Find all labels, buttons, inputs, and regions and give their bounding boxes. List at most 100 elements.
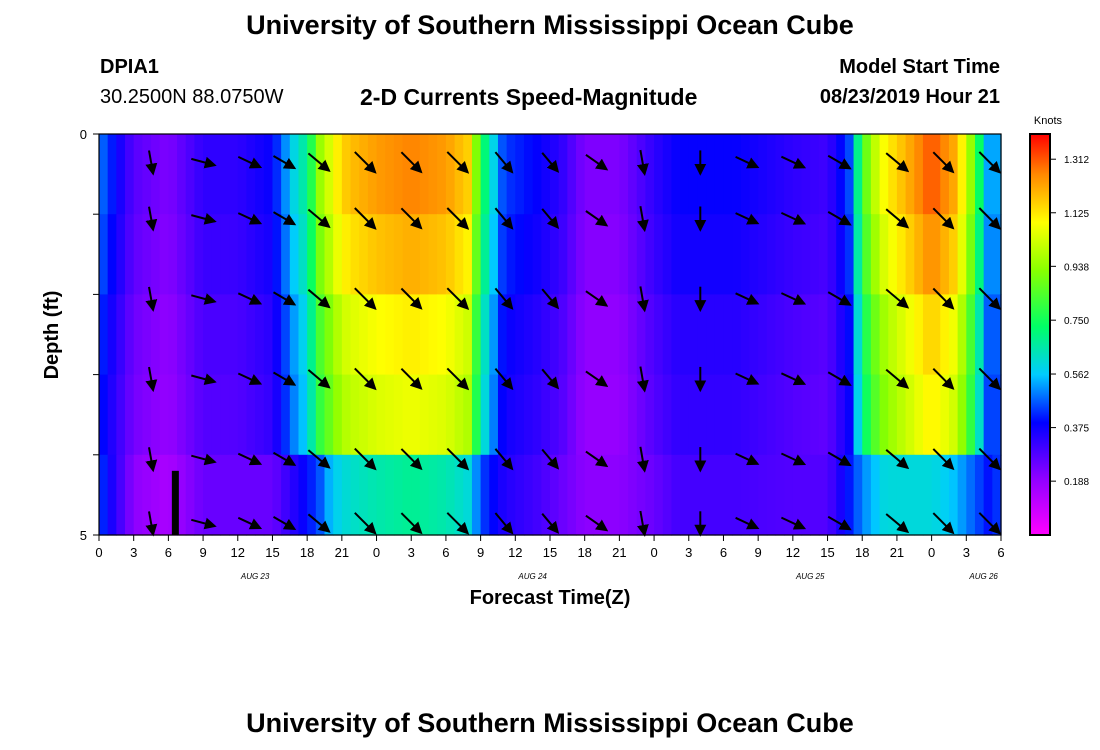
heatmap-cell xyxy=(185,134,195,215)
heatmap-cell xyxy=(385,454,395,536)
current-vector-arrow xyxy=(636,206,649,233)
heatmap-cell xyxy=(194,214,204,295)
x-tick-label: 9 xyxy=(755,545,762,560)
heatmap-cell xyxy=(480,294,490,376)
current-vector-arrow xyxy=(191,213,217,225)
heatmap-cell xyxy=(376,374,386,456)
heatmap-cell xyxy=(792,134,803,215)
heatmap-cell xyxy=(393,374,404,456)
current-vector-arrow xyxy=(780,452,807,466)
x-date-label: AUG 23 xyxy=(240,572,270,581)
heatmap-cell xyxy=(341,134,352,215)
heatmap-cell xyxy=(983,134,993,215)
heatmap-cell xyxy=(584,454,594,536)
heatmap-cell xyxy=(896,294,907,376)
heatmap-cell xyxy=(289,454,300,536)
heatmap-cell xyxy=(532,134,542,215)
current-vector-arrow xyxy=(932,151,955,174)
heatmap-cell xyxy=(784,134,794,215)
heatmap-cell xyxy=(541,214,551,295)
x-tick-label: 18 xyxy=(855,545,869,560)
current-vector-arrow xyxy=(237,212,263,225)
heatmap-cell xyxy=(437,214,447,295)
heatmap-cell xyxy=(602,294,612,376)
current-vector-arrow xyxy=(446,512,470,535)
x-tick-label: 21 xyxy=(890,545,904,560)
heatmap-cell xyxy=(489,134,499,215)
heatmap-cell xyxy=(393,134,404,215)
heatmap-cell xyxy=(844,454,855,536)
heatmap-cell xyxy=(497,134,508,215)
heatmap-cell xyxy=(957,294,967,376)
heatmap-cell xyxy=(229,454,239,536)
current-vector-arrow xyxy=(145,206,158,232)
current-vector-arrow xyxy=(585,514,609,532)
heatmap-cell xyxy=(142,214,152,295)
heatmap-cell xyxy=(844,374,855,456)
heatmap-cell xyxy=(697,454,707,536)
heatmap-cell xyxy=(749,374,759,456)
heatmap-cell xyxy=(896,214,907,295)
heatmap-cell xyxy=(983,374,993,456)
current-vector-arrow xyxy=(541,288,560,310)
heatmap-cell xyxy=(966,294,976,376)
heatmap-cell xyxy=(671,294,681,376)
current-vector-arrow xyxy=(307,449,331,469)
heatmap-cell xyxy=(454,214,464,295)
heatmap-cell xyxy=(307,214,317,295)
heatmap-cell xyxy=(523,454,534,536)
current-vector-arrow xyxy=(885,368,910,389)
heatmap-cell xyxy=(983,454,993,536)
heatmap-cell xyxy=(636,134,646,215)
heatmap-cell xyxy=(99,374,109,456)
heatmap-cell xyxy=(411,214,421,295)
heatmap-cell xyxy=(307,454,317,536)
heatmap-cell xyxy=(879,374,889,456)
heatmap-cell xyxy=(341,214,352,295)
heatmap-cell xyxy=(723,214,733,295)
heatmap-cell xyxy=(862,374,872,456)
heatmap-cell xyxy=(263,374,274,456)
heatmap-cell xyxy=(688,294,699,376)
heatmap-cell xyxy=(211,134,222,215)
current-vector-arrow xyxy=(585,290,609,307)
heatmap-cell xyxy=(593,454,603,536)
heatmap-cell xyxy=(775,374,785,456)
heatmap-cell xyxy=(497,294,508,376)
heatmap-cell xyxy=(298,134,308,215)
heatmap-cell xyxy=(766,214,777,295)
heatmap-cell xyxy=(576,374,586,456)
heatmap-cell xyxy=(220,374,230,456)
heatmap-cell xyxy=(567,134,577,215)
heatmap-cell xyxy=(125,294,135,376)
heatmap-cell xyxy=(645,294,655,376)
heatmap-cell xyxy=(402,454,412,536)
heatmap-cell xyxy=(454,454,464,536)
current-vector-arrow xyxy=(827,371,852,386)
current-vector-arrow xyxy=(145,447,158,473)
heatmap-cell xyxy=(706,454,716,536)
heatmap-cell xyxy=(740,134,751,215)
heatmap-cell xyxy=(654,374,664,456)
heatmap-cell xyxy=(333,134,343,215)
heatmap-cell xyxy=(853,294,863,376)
heatmap-cell xyxy=(974,294,985,376)
heatmap-cell xyxy=(99,294,109,376)
heatmap-cell xyxy=(974,454,985,536)
heatmap-cell xyxy=(220,134,230,215)
heatmap-cell xyxy=(931,374,941,456)
heatmap-cell xyxy=(246,294,256,376)
heatmap-cell xyxy=(480,374,490,456)
heatmap-cell xyxy=(922,454,933,536)
heatmap-cell xyxy=(853,214,863,295)
x-tick-label: 3 xyxy=(130,545,137,560)
colorbar-tick-label: 0.375 xyxy=(1064,424,1089,435)
heatmap-cell xyxy=(177,294,187,376)
current-vector-arrow xyxy=(780,292,807,305)
heatmap-cell xyxy=(602,374,612,456)
heatmap-cell xyxy=(714,134,725,215)
heatmap-cell xyxy=(905,294,915,376)
heatmap-cell xyxy=(515,454,525,536)
heatmap-cell xyxy=(237,294,248,376)
heatmap-cell xyxy=(489,374,499,456)
